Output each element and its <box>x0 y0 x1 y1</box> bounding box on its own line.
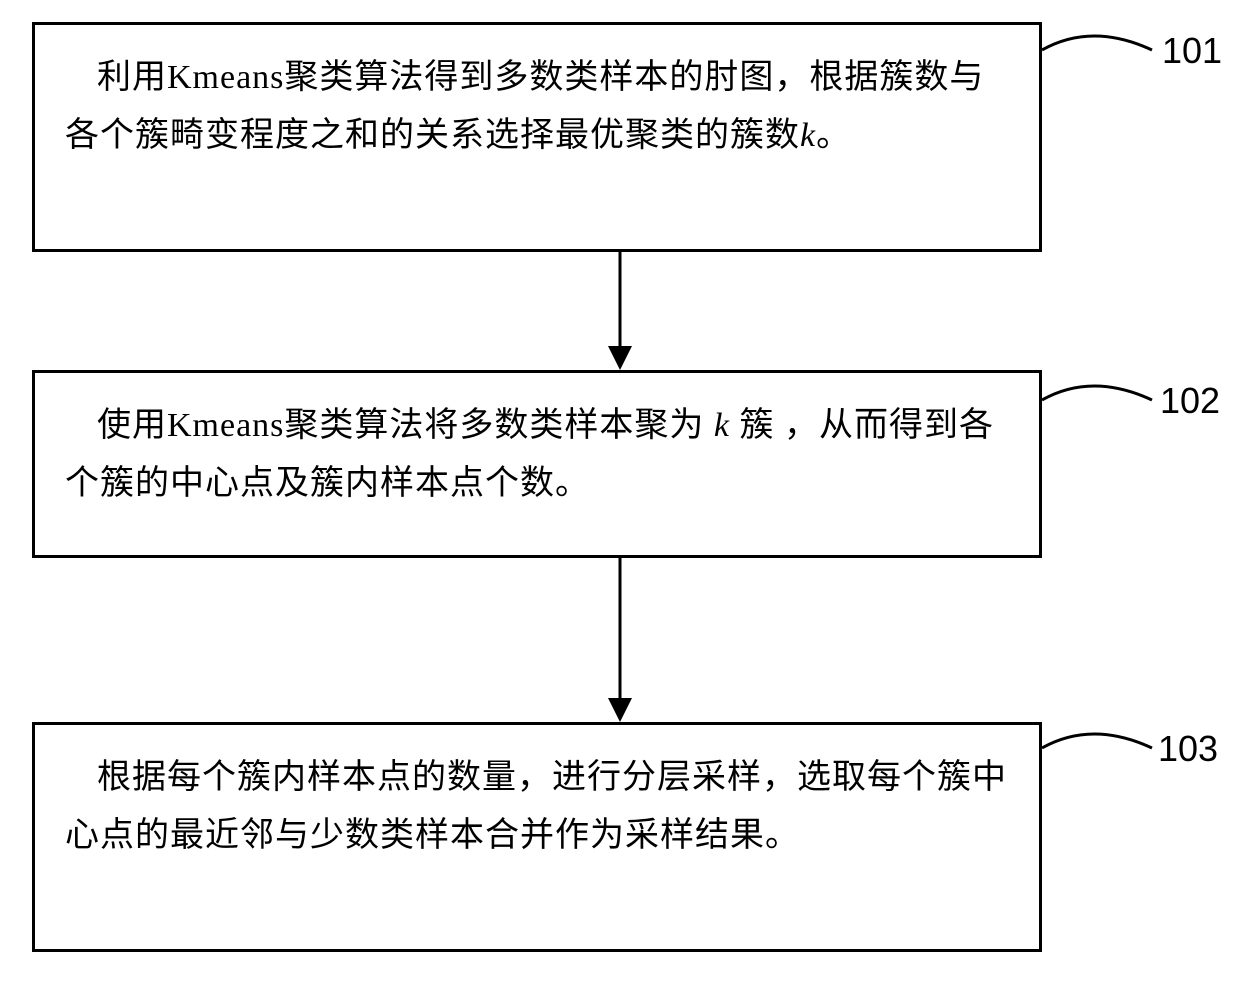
step-box-103: 根据每个簇内样本点的数量，进行分层采样，选取每个簇中心点的最近邻与少数类样本合并… <box>32 722 1042 952</box>
step-box-102: 使用Kmeans聚类算法将多数类样本聚为 k 簇 ，从而得到各个簇的中心点及簇内… <box>32 370 1042 558</box>
callout-curve-103 <box>1042 724 1162 774</box>
step-text-102: 使用Kmeans聚类算法将多数类样本聚为 k 簇 ，从而得到各个簇的中心点及簇内… <box>65 407 994 502</box>
callout-curve-102 <box>1042 376 1162 426</box>
step-101-italic: k <box>800 117 816 154</box>
step-102-prefix: 使用Kmeans聚类算法将多数类样本聚为 <box>97 407 714 444</box>
callout-curve-101 <box>1042 26 1162 76</box>
arrow-101-to-102 <box>600 252 640 372</box>
step-text-103: 根据每个簇内样本点的数量，进行分层采样，选取每个簇中心点的最近邻与少数类样本合并… <box>65 759 1007 854</box>
step-label-102: 102 <box>1160 380 1220 422</box>
step-101-suffix: 。 <box>816 117 851 154</box>
step-102-italic: k <box>714 407 730 444</box>
flowchart-container: 利用Kmeans聚类算法得到多数类样本的肘图，根据簇数与各个簇畸变程度之和的关系… <box>0 0 1240 981</box>
step-label-103: 103 <box>1158 728 1218 770</box>
step-103-prefix: 根据每个簇内样本点的数量，进行分层采样，选取每个簇中心点的最近邻与少数类样本合并… <box>65 759 1007 854</box>
step-text-101: 利用Kmeans聚类算法得到多数类样本的肘图，根据簇数与各个簇畸变程度之和的关系… <box>65 59 984 154</box>
arrow-102-to-103 <box>600 558 640 724</box>
step-label-101: 101 <box>1162 30 1222 72</box>
step-box-101: 利用Kmeans聚类算法得到多数类样本的肘图，根据簇数与各个簇畸变程度之和的关系… <box>32 22 1042 252</box>
